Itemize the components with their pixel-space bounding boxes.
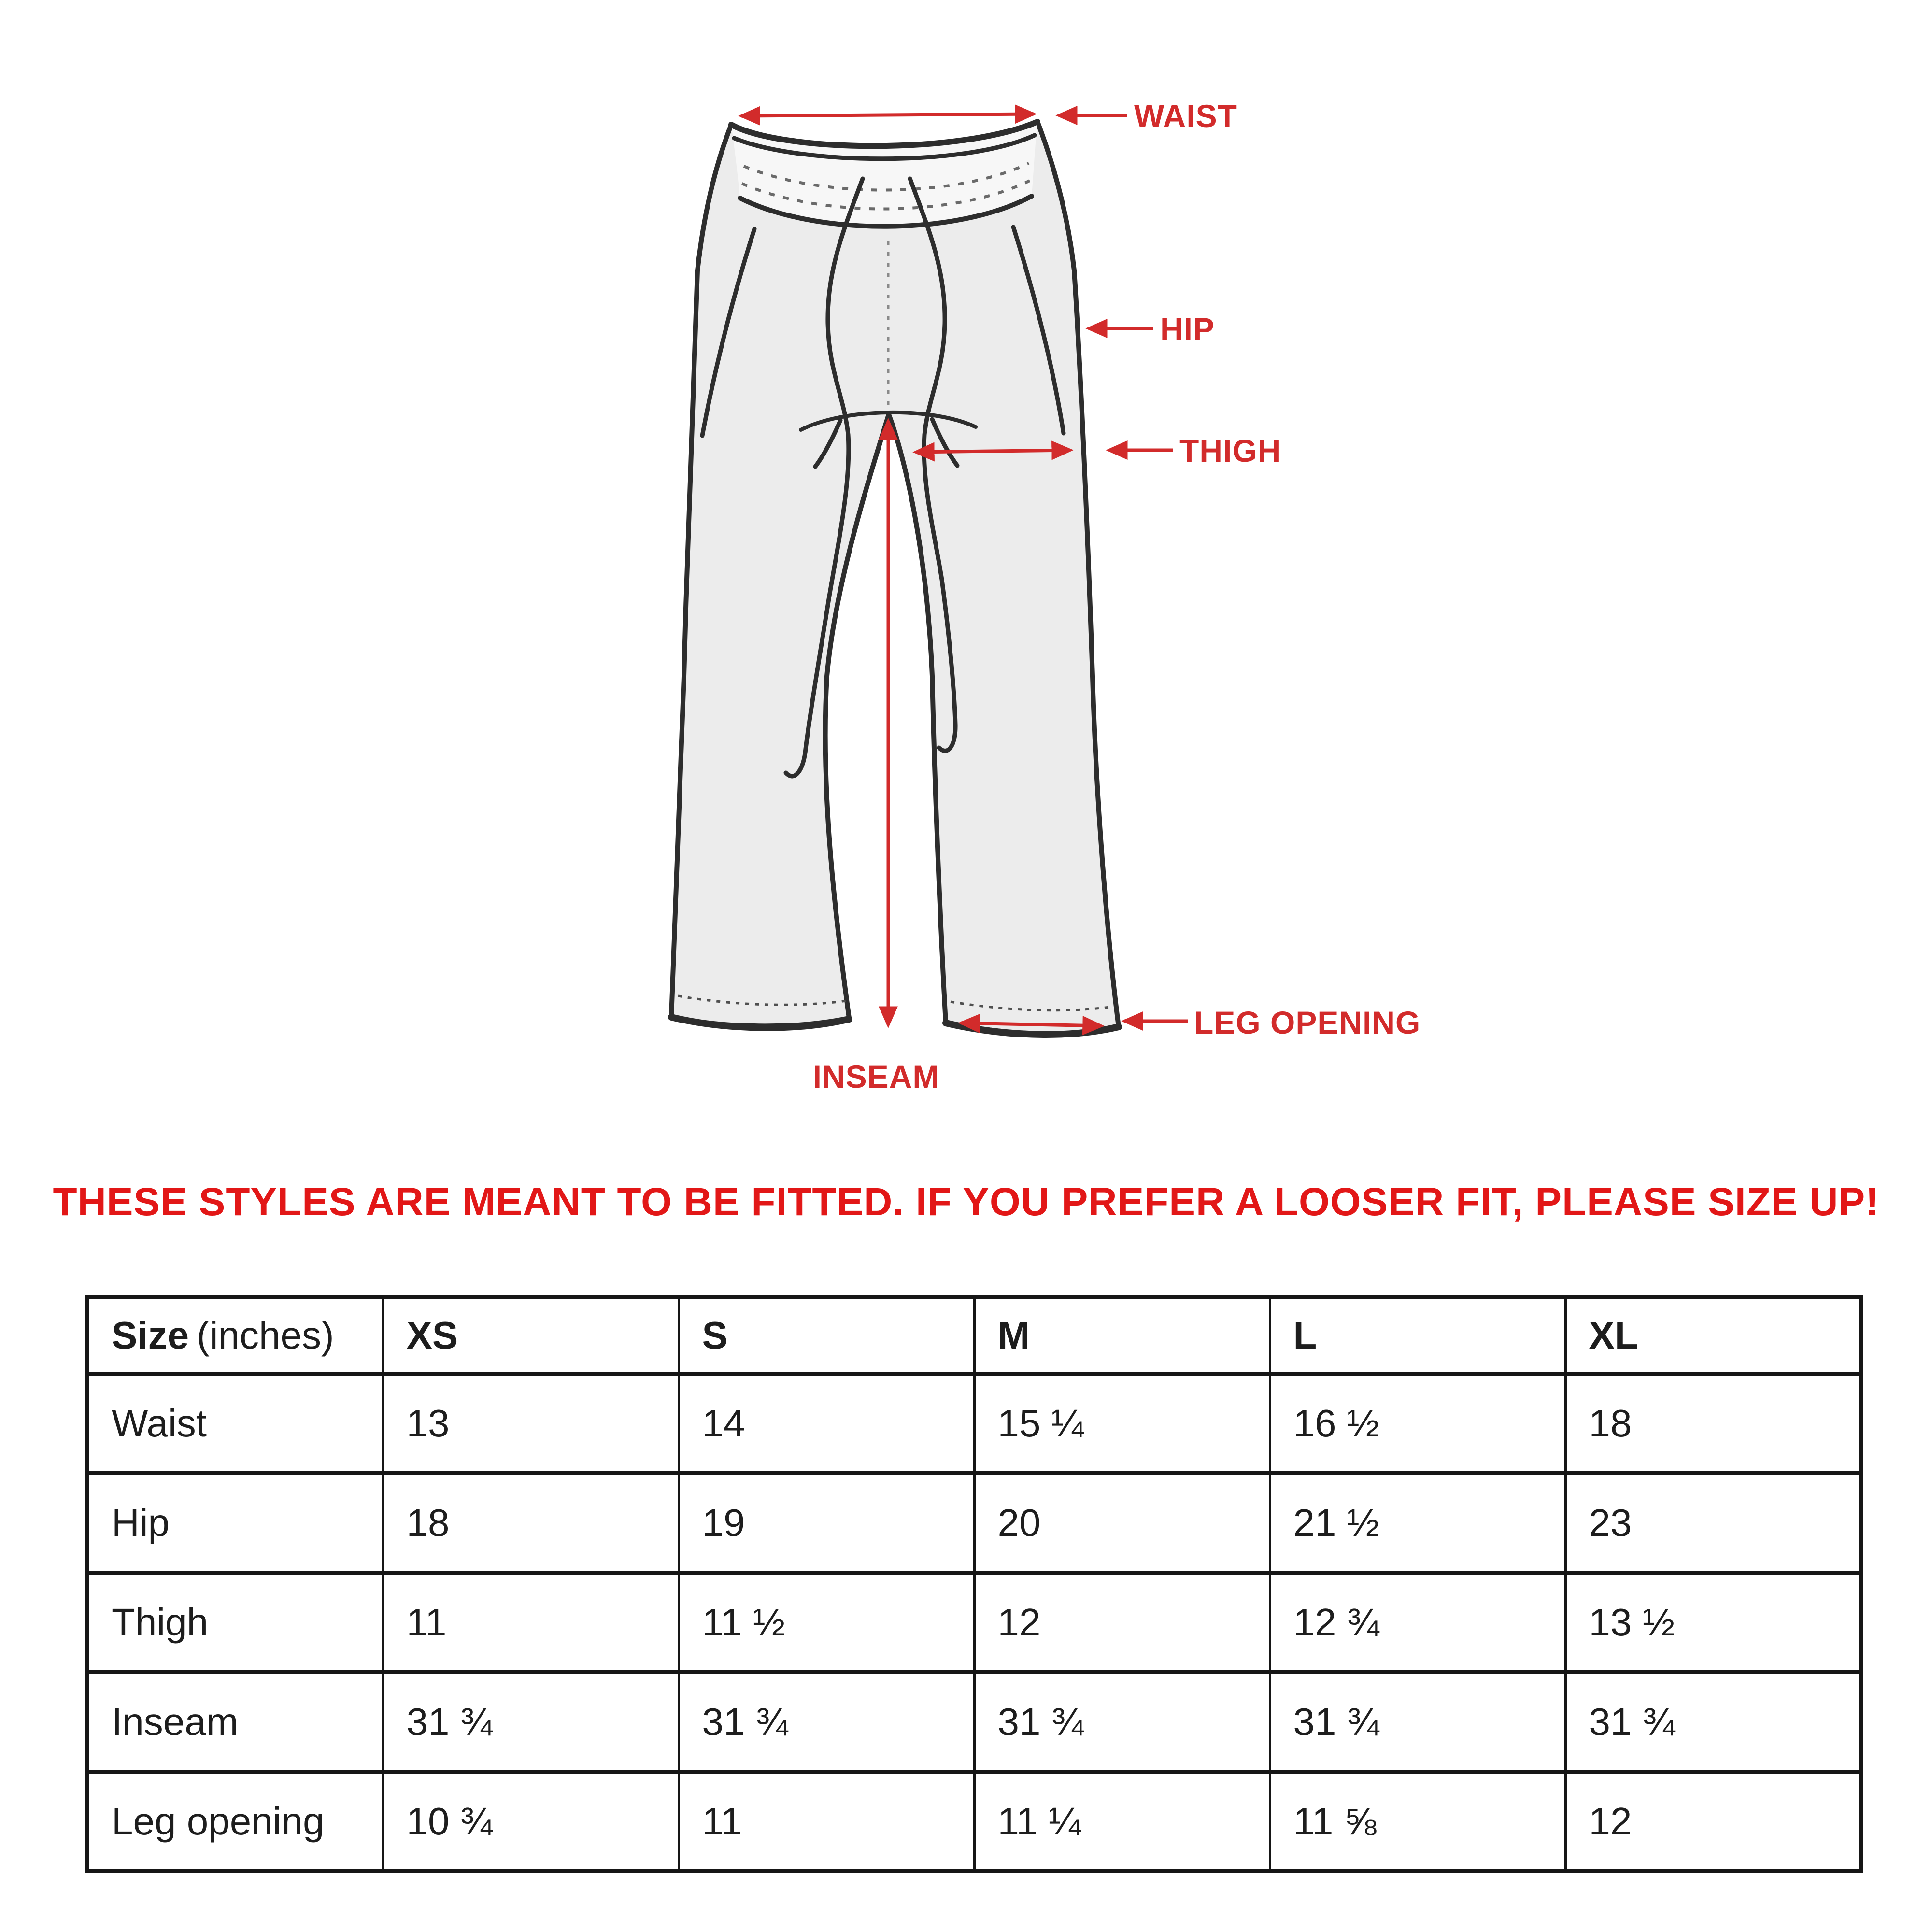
cell-thigh-xl: 13 ½ [1564, 1571, 1862, 1674]
table-header-row: Size (inches) XS S M L XL [86, 1295, 1862, 1376]
cell-inseam-s: 31 ¾ [677, 1670, 976, 1774]
cell-waist-m: 15 ¼ [973, 1372, 1271, 1475]
waist-label: WAIST [1134, 98, 1237, 134]
drawstring-right [908, 176, 958, 753]
cell-waist-s: 14 [677, 1372, 976, 1475]
table-row-thigh: Thigh 11 11 ½ 12 12 ¾ 13 ½ [86, 1571, 1862, 1674]
pants-diagram-svg: WAIST HIP THIGH INSEAM LEG OPENING [668, 98, 1421, 1094]
waistband-fill [731, 122, 1037, 227]
cell-leg-opening-xs: 10 ¾ [382, 1770, 680, 1873]
col-header-s: S [677, 1295, 976, 1376]
cell-leg-opening-l: 11 ⅝ [1268, 1770, 1567, 1873]
cell-inseam-xs: 31 ¾ [382, 1670, 680, 1774]
drawstring-left [783, 176, 865, 779]
hip-label: HIP [1160, 311, 1215, 347]
measurement-annotations: WAIST HIP THIGH INSEAM LEG OPENING [738, 98, 1421, 1094]
thigh-measure-arrow [912, 440, 1074, 462]
cell-hip-xs: 18 [382, 1471, 680, 1575]
size-header-cell: Size (inches) [86, 1295, 384, 1376]
leg-opening-label: LEG OPENING [1194, 1005, 1421, 1040]
waist-top-edge [728, 119, 1040, 149]
size-header-unit: (inches) [197, 1314, 334, 1357]
col-header-xl: XL [1564, 1295, 1862, 1376]
table-row-hip: Hip 18 19 20 21 ½ 23 [86, 1471, 1862, 1575]
cell-hip-l: 21 ½ [1268, 1471, 1567, 1575]
size-chart-table: Size (inches) XS S M L XL Waist 13 14 15 … [85, 1295, 1863, 1873]
waistband-stitch-top [743, 162, 1030, 192]
table-row-leg-opening: Leg opening 10 ¾ 11 11 ¼ 11 ⅝ 12 [86, 1770, 1862, 1873]
left-pocket-line [700, 227, 757, 438]
row-label-waist: Waist [86, 1372, 384, 1475]
cell-thigh-l: 12 ¾ [1268, 1571, 1567, 1674]
thigh-label: THIGH [1179, 433, 1281, 469]
waistband-inner-edge [732, 133, 1037, 161]
table-row-inseam: Inseam 31 ¾ 31 ¾ 31 ¾ 31 ¾ 31 ¾ [86, 1670, 1862, 1774]
cell-inseam-l: 31 ¾ [1268, 1670, 1567, 1774]
row-label-inseam: Inseam [86, 1670, 384, 1774]
cell-thigh-m: 12 [973, 1571, 1271, 1674]
cell-inseam-xl: 31 ¾ [1564, 1670, 1862, 1774]
right-pocket-line [1011, 225, 1066, 436]
col-header-l: L [1268, 1295, 1567, 1376]
waist-measure-arrow [738, 104, 1037, 126]
row-label-thigh: Thigh [86, 1571, 384, 1674]
cell-leg-opening-xl: 12 [1564, 1770, 1862, 1873]
table-row-waist: Waist 13 14 15 ¼ 16 ½ 18 [86, 1372, 1862, 1475]
hem-edge-left [668, 1014, 852, 1031]
drawstring-aglet-left [813, 418, 843, 469]
col-header-m: M [973, 1295, 1271, 1376]
inseam-label: INSEAM [813, 1059, 940, 1094]
leg-opening-measure-arrow [958, 1013, 1105, 1036]
cell-waist-l: 16 ½ [1268, 1372, 1567, 1475]
cell-leg-opening-m: 11 ¼ [973, 1770, 1271, 1873]
cell-inseam-m: 31 ¾ [973, 1670, 1271, 1774]
hem-stitch-left [678, 994, 847, 1006]
col-header-xs: XS [382, 1295, 680, 1376]
row-label-hip: Hip [86, 1471, 384, 1575]
fit-warning-text: THESE STYLES ARE MEANT TO BE FITTED. IF … [53, 1180, 1879, 1224]
cell-thigh-xs: 11 [382, 1571, 680, 1674]
cell-waist-xs: 13 [382, 1372, 680, 1475]
waistband-stitch-bottom [741, 179, 1031, 211]
cell-hip-xl: 23 [1564, 1471, 1862, 1575]
cell-waist-xl: 18 [1564, 1372, 1862, 1475]
hem-stitch-right [950, 1000, 1114, 1012]
crotch-seam-line [799, 411, 978, 432]
cell-leg-opening-s: 11 [677, 1770, 976, 1873]
cell-thigh-s: 11 ½ [677, 1571, 976, 1674]
cell-hip-m: 20 [973, 1471, 1271, 1575]
cell-hip-s: 19 [677, 1471, 976, 1575]
pants-illustration [668, 119, 1122, 1038]
pants-silhouette [669, 119, 1121, 1036]
waistband-bottom-edge [738, 194, 1034, 229]
row-label-leg-opening: Leg opening [86, 1770, 384, 1873]
size-header-label: Size [112, 1314, 189, 1357]
